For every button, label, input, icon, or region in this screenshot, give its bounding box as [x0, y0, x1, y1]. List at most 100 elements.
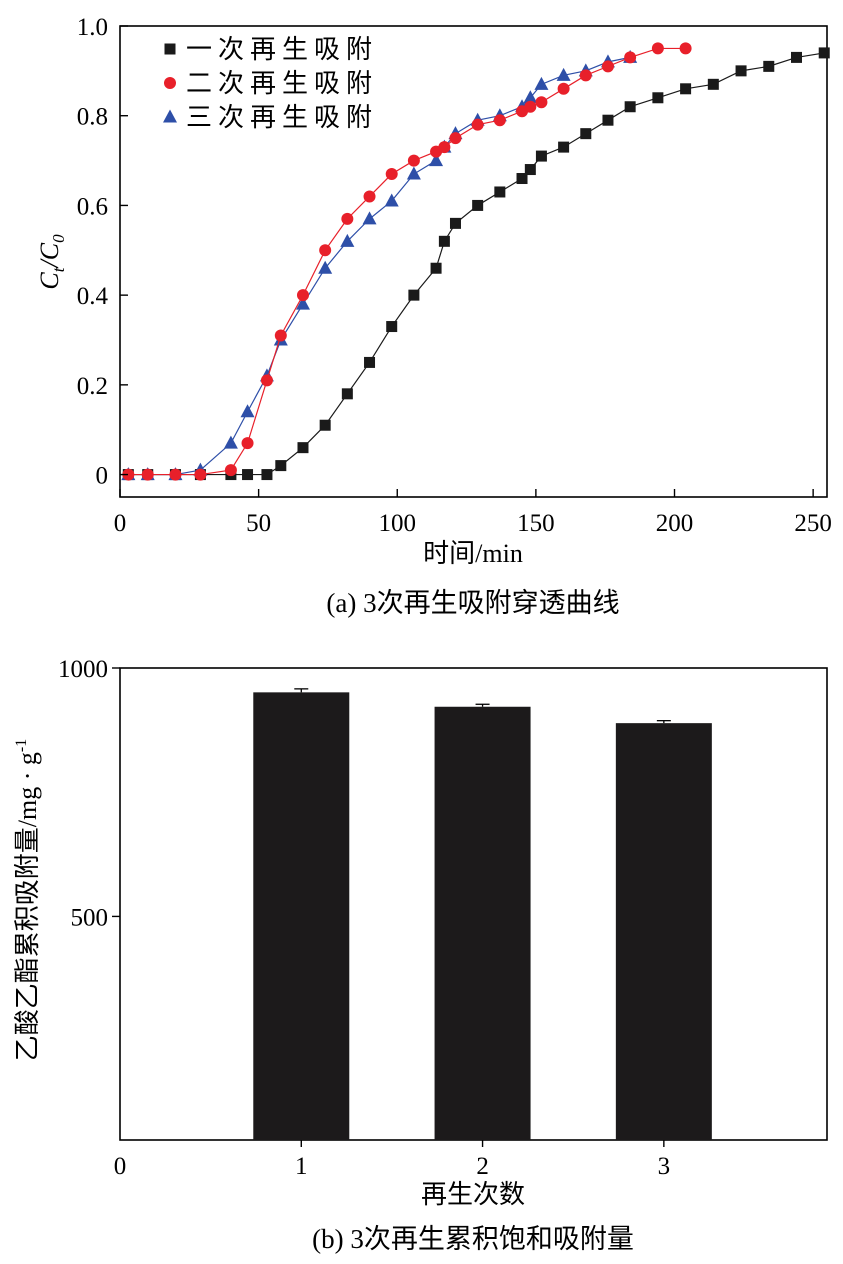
x-tick-label-b: 2 — [476, 1153, 489, 1180]
data-point-1 — [763, 60, 775, 72]
data-point-1 — [580, 128, 592, 140]
x-axis-label-b: 再生次数 — [421, 1180, 525, 1209]
data-point-1 — [535, 150, 547, 162]
data-point-3 — [384, 193, 399, 207]
series-line-2 — [128, 47, 686, 476]
data-point-2 — [679, 42, 692, 55]
data-point-1 — [791, 51, 803, 63]
bar-3 — [615, 723, 712, 1140]
data-point-2 — [274, 329, 287, 342]
data-point-2 — [624, 51, 637, 64]
data-point-2 — [438, 141, 451, 154]
x-tick-label-a: 0 — [114, 510, 127, 537]
data-point-1 — [524, 164, 536, 176]
breakthrough-curve-chart: 0 50 100 150 200 250 0 0.2 0.4 0.6 0.8 1.0 一次再生吸附二… — [35, 14, 832, 618]
x-tick-label-a: 100 — [379, 510, 417, 537]
legend-label-3: 三次再生吸附 — [186, 103, 378, 133]
data-point-1 — [602, 114, 614, 126]
data-point-1 — [261, 469, 273, 481]
data-point-2 — [363, 190, 376, 203]
y-tick-label-b: 500 — [71, 904, 109, 931]
data-point-2 — [241, 437, 254, 450]
data-point-1 — [516, 173, 528, 185]
data-point-1 — [494, 186, 506, 198]
data-point-2 — [579, 69, 592, 82]
y-tick-label-b: 1000 — [58, 656, 108, 683]
series-1 — [122, 47, 830, 481]
data-point-1 — [341, 388, 353, 400]
data-point-2 — [493, 114, 506, 127]
data-point-2 — [194, 468, 207, 481]
data-point-1 — [818, 47, 830, 59]
data-point-2 — [557, 82, 570, 95]
data-point-3 — [534, 76, 549, 90]
data-point-3 — [223, 435, 238, 449]
legend-label-1: 一次再生吸附 — [186, 35, 378, 65]
data-point-2 — [471, 118, 484, 131]
data-point-2 — [449, 132, 462, 145]
data-point-2 — [296, 289, 309, 302]
y-axis-label-a: Ct/C0 — [35, 234, 68, 290]
data-point-1 — [472, 199, 484, 211]
y-tick-label-a: 0.4 — [77, 283, 109, 310]
data-point-1 — [364, 356, 376, 368]
data-point-1 — [242, 469, 254, 481]
bar-2 — [434, 706, 531, 1140]
data-point-3 — [556, 67, 571, 81]
data-point-1 — [386, 321, 398, 333]
data-point-3 — [295, 296, 310, 310]
legend-label-2: 二次再生吸附 — [186, 69, 378, 99]
data-point-1 — [449, 217, 461, 229]
x-tick-label-a: 150 — [517, 510, 555, 537]
series-2 — [122, 42, 692, 481]
data-point-3 — [362, 211, 377, 225]
x-tick-label-a: 250 — [794, 510, 832, 537]
data-point-1 — [558, 141, 570, 153]
data-point-1 — [319, 419, 331, 431]
caption-b: (b) 3次再生累积饱和吸附量 — [312, 1224, 634, 1254]
data-point-3 — [240, 404, 255, 418]
data-point-2 — [651, 42, 664, 55]
data-point-2 — [407, 154, 420, 167]
data-point-2 — [169, 468, 182, 481]
caption-a: (a) 3次再生吸附穿透曲线 — [326, 588, 619, 618]
data-point-1 — [275, 460, 287, 472]
data-point-1 — [430, 262, 442, 274]
data-point-1 — [707, 78, 719, 90]
data-point-1 — [624, 101, 636, 113]
y-tick-label-a: 0.6 — [77, 193, 108, 220]
y-tick-label-a: 0.8 — [77, 104, 108, 131]
y-tick-label-a: 0.2 — [77, 373, 108, 400]
x-tick-label-b: 3 — [658, 1153, 671, 1180]
x-tick-label-a: 50 — [246, 510, 271, 537]
data-point-3 — [523, 90, 538, 104]
cumulative-adsorption-chart: 0 1 2 3 500 1000 再生次数 乙酸乙酯累积吸附量/mg · g-1 (b)… — [13, 656, 828, 1254]
data-point-3 — [340, 233, 355, 247]
data-point-1 — [408, 289, 420, 301]
data-point-3 — [406, 166, 421, 180]
x-tick-label-a: 200 — [656, 510, 694, 537]
data-point-2 — [319, 244, 332, 257]
data-point-1 — [652, 92, 664, 104]
y-tick-label-a: 0 — [96, 463, 109, 490]
data-point-2 — [535, 96, 548, 109]
x-axis-label-a: 时间/min — [423, 539, 523, 568]
y-tick-label-a: 1.0 — [77, 14, 108, 41]
x-tick-label-b-origin: 0 — [114, 1153, 127, 1180]
plot-area-a — [119, 25, 828, 498]
y-axis-label-b: 乙酸乙酯累积吸附量/mg · g-1 — [13, 739, 42, 1061]
data-point-2 — [524, 100, 537, 113]
bar-1 — [253, 692, 350, 1140]
legend-marker-1 — [164, 43, 176, 55]
data-point-2 — [341, 212, 354, 225]
x-tick-label-b: 1 — [295, 1153, 308, 1180]
legend-marker-3 — [163, 109, 177, 123]
data-point-2 — [224, 464, 237, 477]
data-point-1 — [297, 442, 309, 454]
data-point-2 — [385, 168, 398, 181]
data-point-2 — [260, 374, 273, 387]
data-point-2 — [601, 60, 614, 73]
data-point-2 — [141, 468, 154, 481]
